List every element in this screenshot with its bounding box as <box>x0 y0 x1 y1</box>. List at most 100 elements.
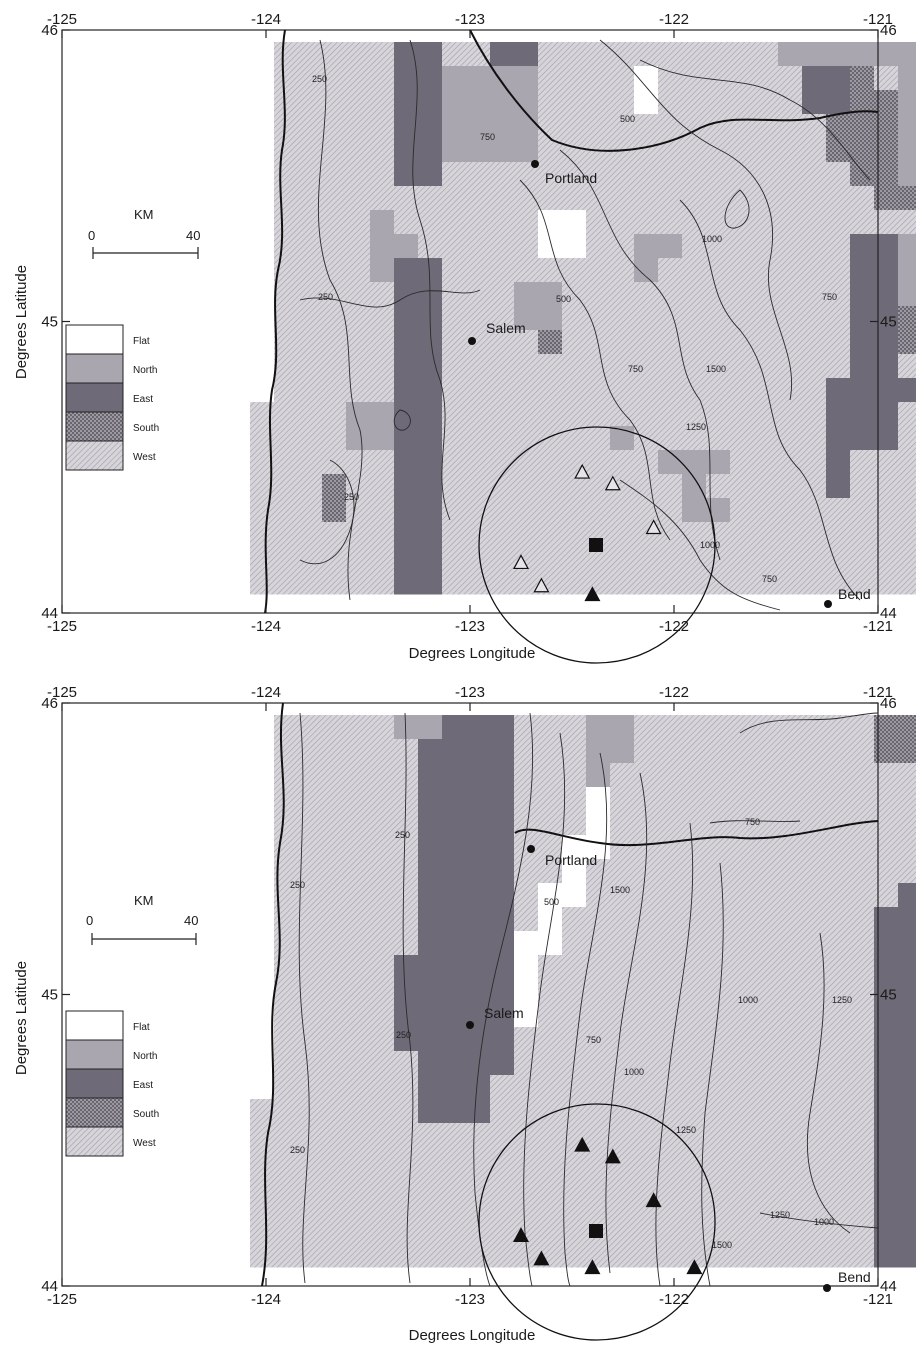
aspect-cell <box>274 739 299 764</box>
aspect-cell <box>730 258 755 283</box>
aspect-cell <box>538 354 563 379</box>
aspect-cell <box>490 282 515 307</box>
aspect-cell <box>610 234 635 259</box>
aspect-cell <box>754 715 779 740</box>
aspect-cell <box>514 787 539 812</box>
aspect-cell <box>370 787 395 812</box>
aspect-cell <box>658 138 683 163</box>
contour-label: 250 <box>395 830 410 840</box>
contour-label: 750 <box>586 1035 601 1045</box>
city-label-bend: Bend <box>838 586 871 602</box>
aspect-cell <box>658 859 683 884</box>
aspect-cell <box>682 258 707 283</box>
aspect-cell <box>274 162 299 187</box>
aspect-cell <box>658 114 683 139</box>
aspect-cell <box>370 354 395 379</box>
aspect-cell <box>778 162 803 187</box>
aspect-cell <box>754 1075 779 1100</box>
aspect-cell <box>706 907 731 932</box>
aspect-cell <box>562 931 587 956</box>
aspect-cell <box>394 306 419 331</box>
aspect-cell <box>610 66 635 91</box>
contour-label: 500 <box>620 114 635 124</box>
y-tick-label-right: 44 <box>880 1278 897 1295</box>
aspect-cell <box>778 210 803 235</box>
aspect-cell <box>370 835 395 860</box>
aspect-cell <box>298 1243 323 1268</box>
aspect-cell <box>802 546 827 571</box>
aspect-cell <box>586 498 611 523</box>
aspect-cell <box>322 234 347 259</box>
aspect-cell <box>610 1051 635 1076</box>
aspect-cell <box>346 1027 371 1052</box>
aspect-cell <box>274 306 299 331</box>
aspect-cell <box>418 258 443 283</box>
aspect-cell <box>682 378 707 403</box>
aspect-cell <box>346 258 371 283</box>
aspect-cell <box>826 378 851 403</box>
aspect-cell <box>466 883 491 908</box>
aspect-cell <box>466 306 491 331</box>
aspect-cell <box>634 1219 659 1244</box>
aspect-cell <box>634 450 659 475</box>
aspect-cell <box>490 979 515 1004</box>
aspect-cell <box>898 739 916 764</box>
aspect-cell <box>538 162 563 187</box>
aspect-cell <box>322 931 347 956</box>
aspect-cell <box>634 378 659 403</box>
city-dot-bend <box>823 1284 831 1292</box>
aspect-cell <box>682 1195 707 1220</box>
aspect-cell <box>898 498 916 523</box>
aspect-cell <box>322 907 347 932</box>
aspect-cell <box>802 66 827 91</box>
aspect-cell <box>394 1171 419 1196</box>
aspect-cell <box>634 1171 659 1196</box>
aspect-cell <box>514 979 539 1004</box>
aspect-cell <box>514 763 539 788</box>
aspect-cell <box>754 979 779 1004</box>
aspect-cell <box>322 859 347 884</box>
aspect-cell <box>826 114 851 139</box>
aspect-cell <box>346 1171 371 1196</box>
aspect-cell <box>466 1099 491 1124</box>
aspect-cell <box>250 1147 275 1172</box>
aspect-cell <box>394 402 419 427</box>
station-triangle-open <box>533 577 550 593</box>
aspect-cell <box>610 546 635 571</box>
aspect-cell <box>274 450 299 475</box>
city-dot-salem <box>466 1021 474 1029</box>
aspect-cell <box>346 883 371 908</box>
aspect-cell <box>634 979 659 1004</box>
aspect-cell <box>826 1003 851 1028</box>
aspect-cell <box>514 931 539 956</box>
aspect-cell <box>346 955 371 980</box>
aspect-cell <box>850 138 875 163</box>
coastline <box>264 29 286 614</box>
aspect-cell <box>442 90 467 115</box>
aspect-cell <box>754 1123 779 1148</box>
aspect-cell <box>682 234 707 259</box>
aspect-cell <box>538 234 563 259</box>
aspect-cell <box>346 522 371 547</box>
aspect-cell <box>802 474 827 499</box>
aspect-cell <box>730 570 755 595</box>
aspect-cell <box>730 498 755 523</box>
aspect-cell <box>562 763 587 788</box>
contour-label: 250 <box>396 1030 411 1040</box>
aspect-cell <box>658 1027 683 1052</box>
aspect-cell <box>442 330 467 355</box>
aspect-cell <box>370 498 395 523</box>
aspect-cell <box>778 979 803 1004</box>
aspect-cell <box>466 859 491 884</box>
aspect-cell <box>778 1051 803 1076</box>
aspect-cell <box>274 330 299 355</box>
aspect-cell <box>370 546 395 571</box>
aspect-cell <box>802 498 827 523</box>
aspect-cell <box>730 90 755 115</box>
aspect-cell <box>298 1051 323 1076</box>
aspect-cell <box>754 931 779 956</box>
aspect-cell <box>826 1147 851 1172</box>
aspect-cell <box>778 859 803 884</box>
aspect-cell <box>802 450 827 475</box>
aspect-cell <box>514 1003 539 1028</box>
